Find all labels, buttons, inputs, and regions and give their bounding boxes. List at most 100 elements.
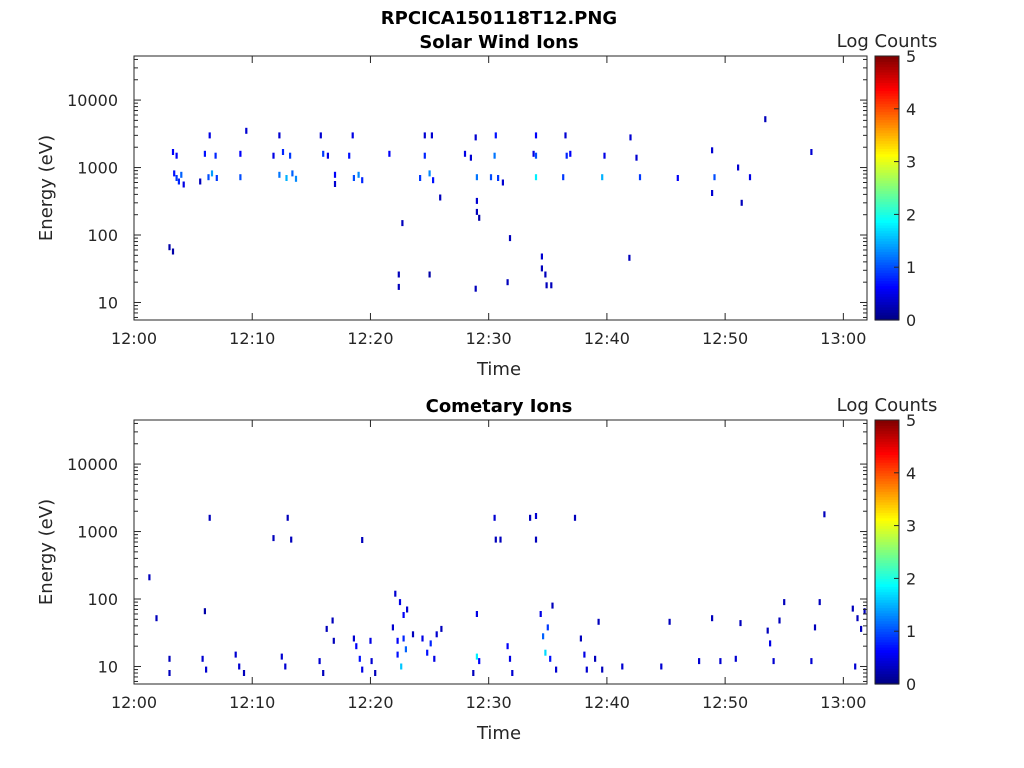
heatmap-cell (534, 513, 538, 519)
colorbar-segment (875, 256, 899, 260)
heatmap-cell (475, 611, 478, 617)
colorbar-segment (875, 515, 899, 519)
heatmap-cell (863, 608, 866, 615)
colorbar-segment (875, 480, 899, 484)
colorbar-segment (875, 61, 899, 65)
colorbar-segment (875, 240, 899, 245)
colorbar-segment (875, 206, 899, 210)
colorbar-segment (875, 554, 899, 558)
colorbar-segment (875, 145, 899, 149)
heatmap-cell (278, 132, 281, 139)
x-axis-label: Time (476, 359, 521, 380)
heatmap-cell (177, 178, 180, 185)
heatmap-cell (493, 514, 496, 521)
x-tick-label: 12:20 (347, 329, 393, 348)
heatmap-cell (494, 536, 497, 543)
heatmap-cell (411, 631, 415, 638)
colorbar-segment (875, 520, 899, 524)
heatmap-cell (545, 282, 548, 289)
heatmap-cell (474, 134, 477, 141)
heatmap-cell (215, 175, 218, 181)
heatmap-cell (769, 640, 772, 647)
heatmap-cell (245, 127, 248, 134)
colorbar-segment (875, 98, 899, 102)
colorbar-segment (875, 673, 899, 677)
heatmap-cell (370, 658, 373, 665)
colorbar-label: Log Counts (837, 31, 938, 52)
heatmap-cell (361, 177, 364, 184)
heatmap-cell (439, 194, 442, 201)
colorbar-segment (875, 488, 899, 492)
heatmap-cell (203, 608, 206, 615)
heatmap-cell (171, 248, 175, 255)
colorbar-segment (875, 182, 899, 186)
colorbar-segment (875, 106, 899, 110)
colorbar-segment (875, 565, 899, 569)
colorbar: 0 1 2 3 4 5 (874, 411, 916, 694)
colorbar-segment (875, 581, 899, 585)
colorbar-segment (875, 209, 899, 213)
colorbar-segment (875, 454, 899, 458)
colorbar-tick-label: 4 (906, 464, 916, 483)
heatmap-cell (284, 663, 287, 670)
colorbar-segment (875, 214, 899, 218)
heatmap-cell (508, 655, 512, 662)
colorbar-segment (875, 111, 899, 115)
heatmap-cell (319, 132, 322, 139)
heatmap-cell (573, 514, 577, 521)
colorbar-segment (875, 615, 899, 619)
colorbar-segment (875, 201, 899, 205)
colorbar-segment (875, 190, 899, 194)
colorbar-segment (875, 166, 899, 171)
colorbar-segment (875, 69, 899, 73)
colorbar-segment (875, 285, 899, 289)
heatmap-cell (208, 132, 211, 139)
colorbar-segment (875, 493, 899, 498)
heatmap-cell (435, 631, 438, 638)
colorbar-segment (875, 275, 899, 279)
heatmap-cell (860, 625, 863, 632)
heatmap-cell (394, 590, 397, 597)
heatmap-cell (711, 147, 714, 154)
colorbar-segment (875, 525, 899, 529)
colorbar-segment (875, 198, 899, 202)
colorbar-tick-label: 0 (906, 675, 916, 694)
heatmap-cell (569, 150, 572, 157)
colorbar-segment (875, 283, 899, 287)
colorbar-segment (875, 174, 899, 179)
colorbar-segment (875, 172, 899, 176)
heatmap-cell (402, 635, 405, 642)
colorbar-label: Log Counts (837, 395, 938, 416)
colorbar-segment (875, 87, 899, 91)
heatmap-cell (322, 150, 325, 157)
heatmap-cell (475, 653, 478, 660)
heatmap-cell (182, 181, 185, 188)
colorbar-segment (875, 654, 899, 659)
colorbar-segment (875, 475, 899, 479)
heatmap-cells (148, 511, 866, 676)
colorbar-segment (875, 148, 899, 152)
colorbar-segment (875, 596, 899, 601)
colorbar-segment (875, 449, 899, 453)
x-tick-label: 12:30 (466, 693, 512, 712)
heatmap-cell (583, 651, 586, 658)
colorbar-segment (875, 304, 899, 308)
heatmap-cell (551, 602, 554, 609)
colorbar-segment (875, 66, 899, 70)
heatmap-cell (823, 511, 826, 518)
heatmap-cell (361, 537, 364, 543)
colorbar-segment (875, 95, 899, 99)
heatmap-cell (469, 154, 472, 161)
colorbar-segment (875, 127, 899, 131)
colorbar-segment (875, 512, 899, 516)
heatmap-cell (629, 134, 632, 141)
figure-title: RPCICA150118T12.PNG (381, 8, 617, 29)
colorbar-segment (875, 478, 899, 482)
heatmap-cell (333, 181, 337, 187)
colorbar-segment (875, 618, 899, 622)
colorbar-segment (875, 530, 899, 535)
colorbar-segment (875, 588, 899, 593)
colorbar-segment (875, 435, 899, 440)
colorbar-segment (875, 116, 899, 120)
colorbar-segment (875, 644, 899, 648)
